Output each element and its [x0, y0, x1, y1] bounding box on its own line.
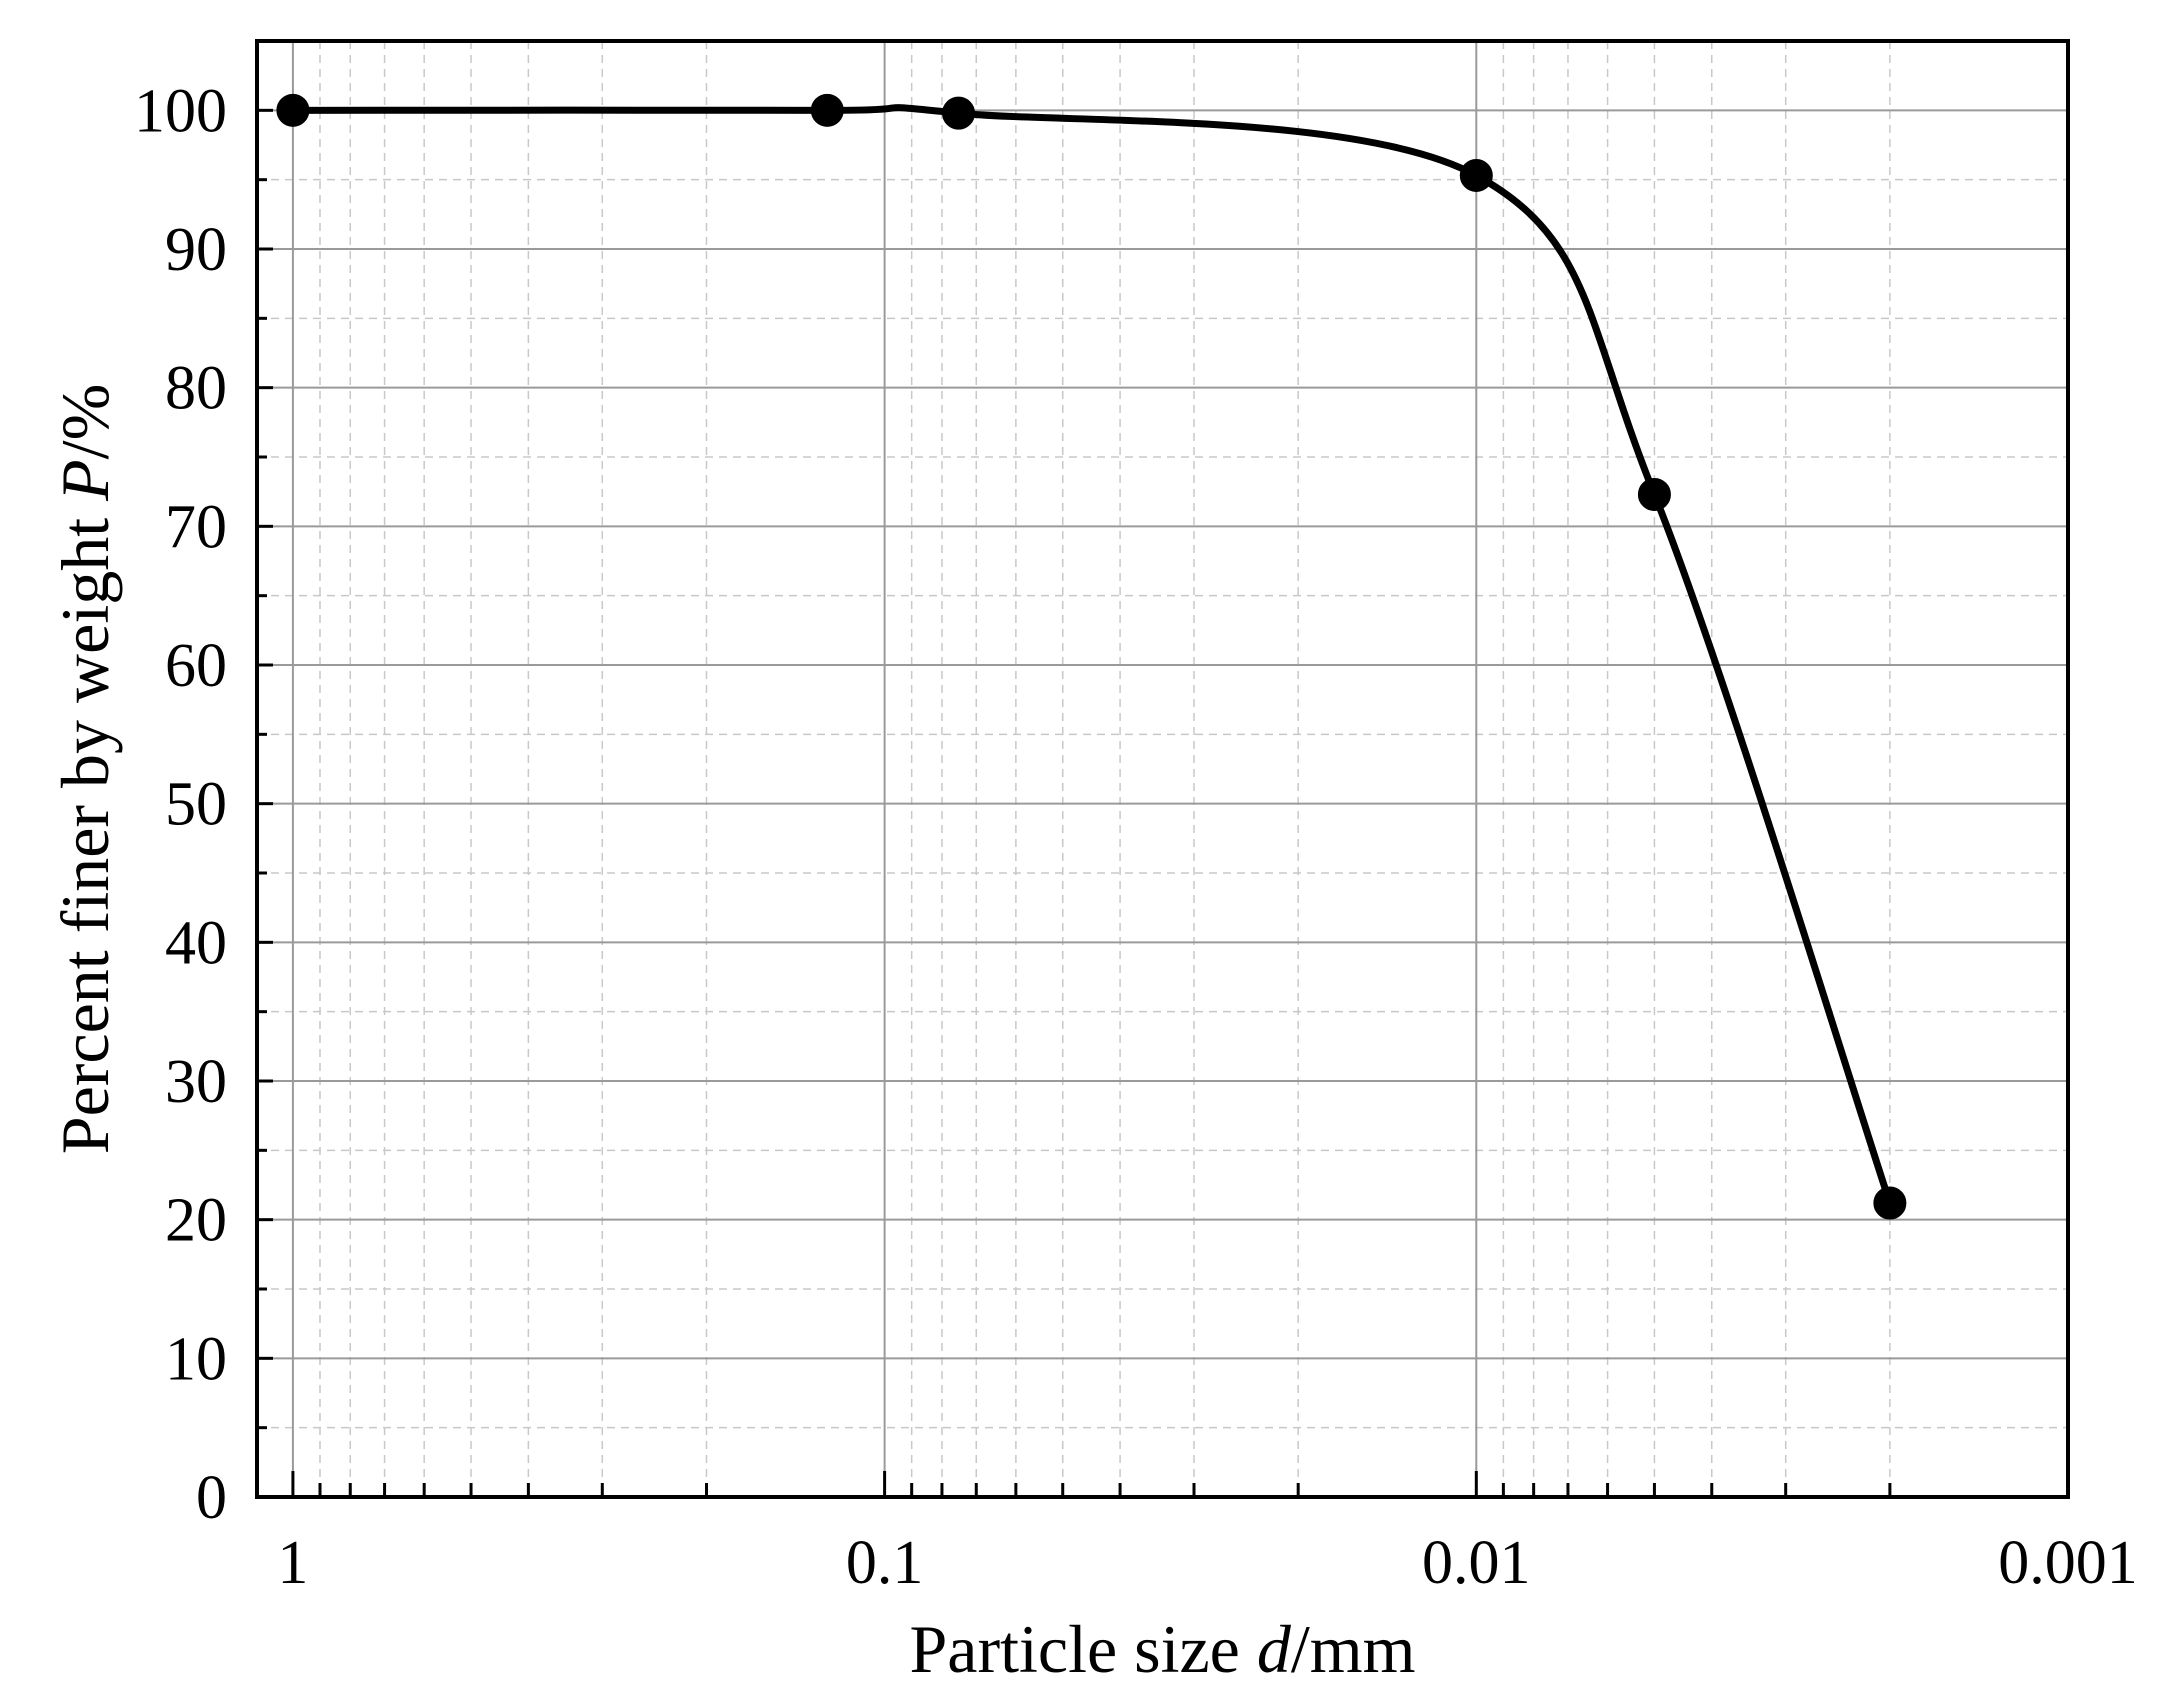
series-curve — [289, 104, 1894, 1207]
x-tick-label: 0.01 — [1422, 1529, 1531, 1597]
x-axis-title-symbol: d — [1257, 1611, 1292, 1687]
x-tick-label: 1 — [277, 1529, 308, 1597]
minor-grid — [257, 41, 2068, 1497]
y-tick-label: 20 — [165, 1187, 227, 1255]
x-tick-labels: 1 0.1 0.01 0.001 — [277, 1529, 2137, 1597]
y-tick-label: 60 — [165, 632, 227, 700]
y-tick-label: 90 — [165, 216, 227, 284]
y-axis-title-prefix: Percent finer by weight — [47, 501, 123, 1154]
data-point — [1459, 159, 1493, 193]
series-points — [276, 93, 1907, 1220]
y-tick-label: 0 — [196, 1464, 227, 1532]
y-tick-label: 50 — [165, 771, 227, 839]
data-point — [276, 93, 310, 127]
data-curve — [289, 104, 1894, 1207]
data-point — [942, 96, 976, 130]
y-tick-labels: 0 10 20 30 40 50 60 70 80 90 100 — [134, 77, 227, 1532]
x-tick-label: 0.001 — [1998, 1529, 2138, 1597]
x-axis-title-prefix: Particle size — [909, 1611, 1256, 1687]
x-axis-title-suffix: /mm — [1291, 1611, 1416, 1687]
y-tick-label: 100 — [134, 77, 227, 145]
y-axis-title-suffix: /% — [47, 384, 123, 460]
y-axis-title: Percent finer by weight P/% — [47, 384, 123, 1154]
y-tick-label: 40 — [165, 909, 227, 977]
x-axis-title: Particle size d/mm — [909, 1611, 1415, 1687]
y-tick-label: 80 — [165, 355, 227, 423]
x-tick-label: 0.1 — [846, 1529, 924, 1597]
plot-frame — [255, 39, 2070, 1499]
y-tick-label: 70 — [165, 493, 227, 561]
data-point — [1873, 1186, 1907, 1220]
y-axis-title-symbol: P — [47, 459, 123, 502]
data-point — [810, 93, 844, 127]
y-tick-label: 30 — [165, 1048, 227, 1116]
data-point — [1637, 477, 1671, 511]
y-tick-label: 10 — [165, 1325, 227, 1393]
